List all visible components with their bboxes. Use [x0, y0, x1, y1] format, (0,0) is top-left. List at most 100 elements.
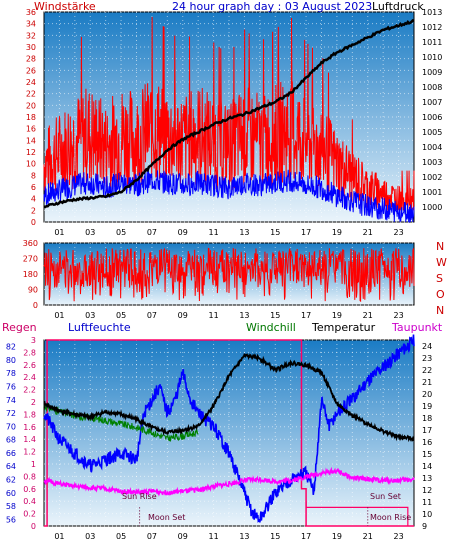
temperature-tick-label: 23 — [422, 354, 432, 363]
wind-tick-label: 24 — [26, 78, 36, 87]
wind-tick-label: 10 — [26, 160, 36, 169]
x-tick-label: 03 — [85, 532, 95, 541]
pressure-tick-label: 1001 — [422, 188, 442, 197]
rain-tick-label: 0.4 — [23, 497, 36, 506]
x-tick-label: 23 — [393, 228, 403, 237]
marker-sunset-step — [305, 501, 409, 526]
label-sun-rise: Sun Rise — [122, 492, 157, 501]
x-tick-label: 15 — [270, 311, 280, 320]
compass-o: O — [436, 288, 445, 301]
x-tick-label: 17 — [301, 532, 311, 541]
chart-marks — [43, 16, 415, 527]
rain-tick-label: 0.6 — [23, 485, 36, 494]
x-tick-label: 23 — [393, 532, 403, 541]
humidity-tick-label: 66 — [6, 449, 16, 458]
rain-tick-label: 3 — [31, 336, 36, 345]
x-tick-label: 21 — [363, 228, 373, 237]
temperature-tick-label: 16 — [422, 438, 432, 447]
direction-tick-label: 0 — [33, 301, 38, 310]
x-tick-label: 13 — [239, 228, 249, 237]
x-tick-label: 15 — [270, 228, 280, 237]
temperature-tick-label: 14 — [422, 462, 432, 471]
x-tick-label: 17 — [301, 311, 311, 320]
humidity-tick-label: 68 — [6, 436, 16, 445]
direction-tick-label: 360 — [23, 239, 38, 248]
pressure-tick-label: 1003 — [422, 158, 442, 167]
label-sun-set: Sun Set — [370, 492, 401, 501]
temperature-tick-label: 9 — [422, 522, 427, 531]
rain-tick-label: 1.6 — [23, 423, 36, 432]
temperature-tick-label: 12 — [422, 486, 432, 495]
humidity-tick-label: 80 — [6, 356, 16, 365]
temperature-tick-label: 20 — [422, 390, 432, 399]
pressure-tick-label: 1006 — [422, 113, 442, 122]
temperature-tick-label: 11 — [422, 498, 432, 507]
x-tick-label: 11 — [208, 311, 218, 320]
rain-tick-label: 2 — [31, 398, 36, 407]
rain-tick-label: 2.4 — [23, 373, 36, 382]
temperature-tick-label: 15 — [422, 450, 432, 459]
direction-tick-label: 180 — [23, 270, 38, 279]
header-title: 24 hour graph day : 03 August 2023 — [172, 0, 372, 13]
temperature-tick-label: 13 — [422, 474, 432, 483]
x-tick-label: 01 — [54, 311, 64, 320]
wind-tick-label: 0 — [31, 218, 36, 227]
wind-tick-label: 28 — [26, 55, 36, 64]
rain-tick-label: 1.4 — [23, 435, 36, 444]
x-tick-label: 01 — [54, 228, 64, 237]
series-windrichtung — [43, 247, 415, 303]
x-tick-label: 19 — [332, 311, 342, 320]
humidity-tick-label: 62 — [6, 476, 16, 485]
temperature-tick-label: 10 — [422, 510, 432, 519]
humidity-tick-label: 78 — [6, 369, 16, 378]
rain-tick-label: 2.8 — [23, 348, 36, 357]
x-tick-label: 09 — [178, 311, 188, 320]
pressure-tick-label: 1010 — [422, 53, 442, 62]
direction-tick-label: 90 — [28, 286, 38, 295]
humidity-tick-label: 70 — [6, 422, 16, 431]
series-regen — [44, 339, 414, 527]
humidity-tick-label: 56 — [6, 515, 16, 524]
humidity-tick-label: 74 — [6, 396, 16, 405]
temperature-tick-label: 19 — [422, 402, 432, 411]
label-moon-set: Moon Set — [148, 513, 185, 522]
wind-tick-label: 32 — [26, 31, 36, 40]
humidity-tick-label: 58 — [6, 502, 16, 511]
x-tick-label: 09 — [178, 532, 188, 541]
rain-tick-label: 2.6 — [23, 361, 36, 370]
temperature-tick-label: 22 — [422, 366, 432, 375]
temperature-tick-label: 18 — [422, 414, 432, 423]
axis-labels: 0101010303030505050707070909091111111313… — [6, 8, 443, 541]
x-tick-label: 07 — [147, 228, 157, 237]
humidity-tick-label: 72 — [6, 409, 16, 418]
pressure-tick-label: 1007 — [422, 98, 442, 107]
x-tick-label: 03 — [85, 311, 95, 320]
wind-tick-label: 26 — [26, 66, 36, 75]
x-tick-label: 21 — [363, 311, 373, 320]
legend-windchill: Windchill — [246, 321, 296, 334]
wind-tick-label: 16 — [26, 125, 36, 134]
wind-tick-label: 18 — [26, 113, 36, 122]
x-tick-label: 07 — [147, 532, 157, 541]
rain-tick-label: 0.2 — [23, 510, 36, 519]
legend-temperatur: Temperatur — [311, 321, 376, 334]
humidity-tick-label: 60 — [6, 489, 16, 498]
humidity-tick-label: 82 — [6, 343, 16, 352]
direction-tick-label: 270 — [23, 255, 38, 264]
wind-tick-label: 36 — [26, 8, 36, 17]
x-tick-label: 19 — [332, 532, 342, 541]
temperature-tick-label: 21 — [422, 378, 432, 387]
header-luftdruck: Luftdruck — [372, 0, 424, 13]
series-windstaerke — [43, 16, 415, 211]
pressure-tick-label: 1013 — [422, 8, 442, 17]
header-windstaerke: Windstärke — [34, 0, 96, 13]
x-tick-label: 23 — [393, 311, 403, 320]
pressure-tick-label: 1009 — [422, 68, 442, 77]
compass-n-top: N — [436, 240, 444, 253]
pressure-tick-label: 1000 — [422, 203, 442, 212]
x-tick-label: 19 — [332, 228, 342, 237]
x-tick-label: 11 — [208, 228, 218, 237]
pressure-tick-label: 1002 — [422, 173, 442, 182]
wind-tick-label: 6 — [31, 183, 36, 192]
